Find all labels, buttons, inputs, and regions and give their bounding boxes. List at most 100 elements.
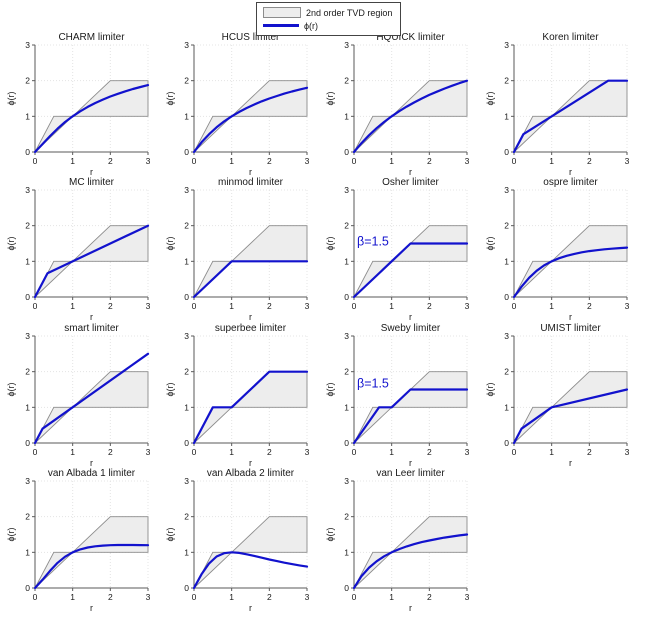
y-tick-label: 3 (25, 40, 30, 50)
subplot-title: van Albada 1 limiter (48, 468, 136, 479)
tvd-region (513, 371, 628, 444)
x-axis-label: r (249, 167, 252, 177)
y-axis-label: ϕ(r) (6, 91, 16, 105)
y-tick-label: 3 (344, 40, 349, 50)
y-tick-label: 1 (25, 547, 30, 557)
tvd-region (193, 80, 308, 153)
subplot-osher-limiter: 0 1 2 3 0 1 2 3 r ϕ(r) Osher limiter β=1.5 (325, 177, 470, 322)
y-axis-label: ϕ(r) (165, 91, 175, 105)
x-tick-label: 1 (70, 156, 75, 166)
x-tick-label: 2 (587, 447, 592, 457)
subplot-smart-limiter: 0 1 2 3 0 1 2 3 r ϕ(r) smart limiter (6, 323, 151, 468)
x-tick-label: 3 (305, 592, 310, 602)
x-tick-label: 0 (512, 301, 517, 311)
subplot-ospre-limiter: 0 1 2 3 0 1 2 3 r ϕ(r) ospre limiter (485, 177, 630, 322)
x-tick-label: 2 (267, 301, 272, 311)
x-axis-label: r (569, 312, 572, 322)
y-tick-label: 0 (344, 147, 349, 157)
y-tick-label: 3 (25, 185, 30, 195)
x-axis-label: r (90, 167, 93, 177)
legend-phi-label: ϕ(r) (304, 20, 319, 31)
x-tick-label: 0 (352, 592, 357, 602)
x-tick-label: 1 (70, 447, 75, 457)
y-axis-label: ϕ(r) (6, 527, 16, 541)
limiter-curve (512, 246, 629, 299)
x-axis-label: r (249, 312, 252, 322)
tvd-region (513, 80, 628, 153)
y-tick-label: 1 (504, 111, 509, 121)
y-axis-label: ϕ(r) (165, 382, 175, 396)
y-tick-label: 2 (504, 367, 509, 377)
y-tick-label: 2 (504, 76, 509, 86)
y-tick-label: 1 (25, 402, 30, 412)
x-axis-label: r (90, 312, 93, 322)
y-tick-label: 2 (504, 221, 509, 231)
x-tick-label: 0 (33, 447, 38, 457)
x-tick-label: 0 (33, 301, 38, 311)
y-axis-label: ϕ(r) (485, 382, 495, 396)
y-tick-label: 0 (504, 147, 509, 157)
limiter-curve (33, 83, 150, 154)
subplot-title: Koren limiter (542, 32, 599, 43)
x-axis-label: r (90, 603, 93, 613)
beta-annotation: β=1.5 (357, 234, 389, 248)
limiter-curve (352, 242, 469, 299)
x-axis-label: r (249, 458, 252, 468)
x-axis-label: r (409, 312, 412, 322)
y-tick-label: 3 (504, 40, 509, 50)
y-tick-label: 0 (25, 583, 30, 593)
y-tick-label: 3 (184, 331, 189, 341)
legend: 2nd order TVD region ϕ(r) (256, 2, 402, 36)
limiter-curve (192, 260, 309, 299)
x-tick-label: 1 (229, 447, 234, 457)
y-axis-label: ϕ(r) (325, 382, 335, 396)
y-tick-label: 0 (184, 292, 189, 302)
y-axis-label: ϕ(r) (325, 236, 335, 250)
x-tick-label: 1 (549, 447, 554, 457)
subplot-umist-limiter: 0 1 2 3 0 1 2 3 r ϕ(r) UMIST limiter (485, 323, 630, 468)
subplot-title: minmod limiter (218, 177, 284, 188)
limiter-curve (352, 79, 469, 154)
y-tick-label: 3 (25, 331, 30, 341)
subplot-koren-limiter: 0 1 2 3 0 1 2 3 r ϕ(r) Koren limiter (485, 32, 630, 177)
x-axis-label: r (90, 458, 93, 468)
y-axis-label: ϕ(r) (485, 91, 495, 105)
x-tick-label: 1 (389, 301, 394, 311)
x-tick-label: 2 (108, 447, 113, 457)
y-tick-label: 2 (25, 76, 30, 86)
y-axis-label: ϕ(r) (6, 236, 16, 250)
y-tick-label: 1 (25, 256, 30, 266)
x-tick-label: 3 (625, 447, 630, 457)
y-tick-label: 1 (344, 547, 349, 557)
y-tick-label: 1 (344, 402, 349, 412)
tvd-region (353, 80, 468, 153)
y-tick-label: 3 (344, 476, 349, 486)
limiter-curve (192, 86, 309, 154)
x-axis-label: r (249, 603, 252, 613)
y-tick-label: 2 (25, 367, 30, 377)
x-tick-label: 2 (587, 301, 592, 311)
x-tick-label: 3 (625, 156, 630, 166)
y-tick-label: 1 (184, 547, 189, 557)
tvd-region (193, 371, 308, 444)
y-tick-label: 2 (184, 221, 189, 231)
y-tick-label: 3 (504, 185, 509, 195)
x-tick-label: 1 (389, 156, 394, 166)
x-tick-label: 1 (549, 156, 554, 166)
y-tick-label: 0 (344, 438, 349, 448)
x-tick-label: 0 (192, 156, 197, 166)
limiter-curve (512, 388, 629, 445)
x-tick-label: 2 (267, 156, 272, 166)
x-tick-label: 0 (512, 156, 517, 166)
y-tick-label: 0 (504, 438, 509, 448)
limiter-curve (512, 79, 629, 154)
y-tick-label: 2 (25, 512, 30, 522)
tvd-region (34, 516, 149, 589)
limiter-curve (33, 352, 150, 445)
subplot-title: Sweby limiter (381, 323, 441, 334)
y-tick-label: 0 (25, 147, 30, 157)
limiter-curve (192, 370, 309, 445)
subplot-van-leer-limiter: 0 1 2 3 0 1 2 3 r ϕ(r) van Leer limiter (325, 468, 470, 613)
x-tick-label: 2 (427, 447, 432, 457)
x-tick-label: 3 (465, 447, 470, 457)
